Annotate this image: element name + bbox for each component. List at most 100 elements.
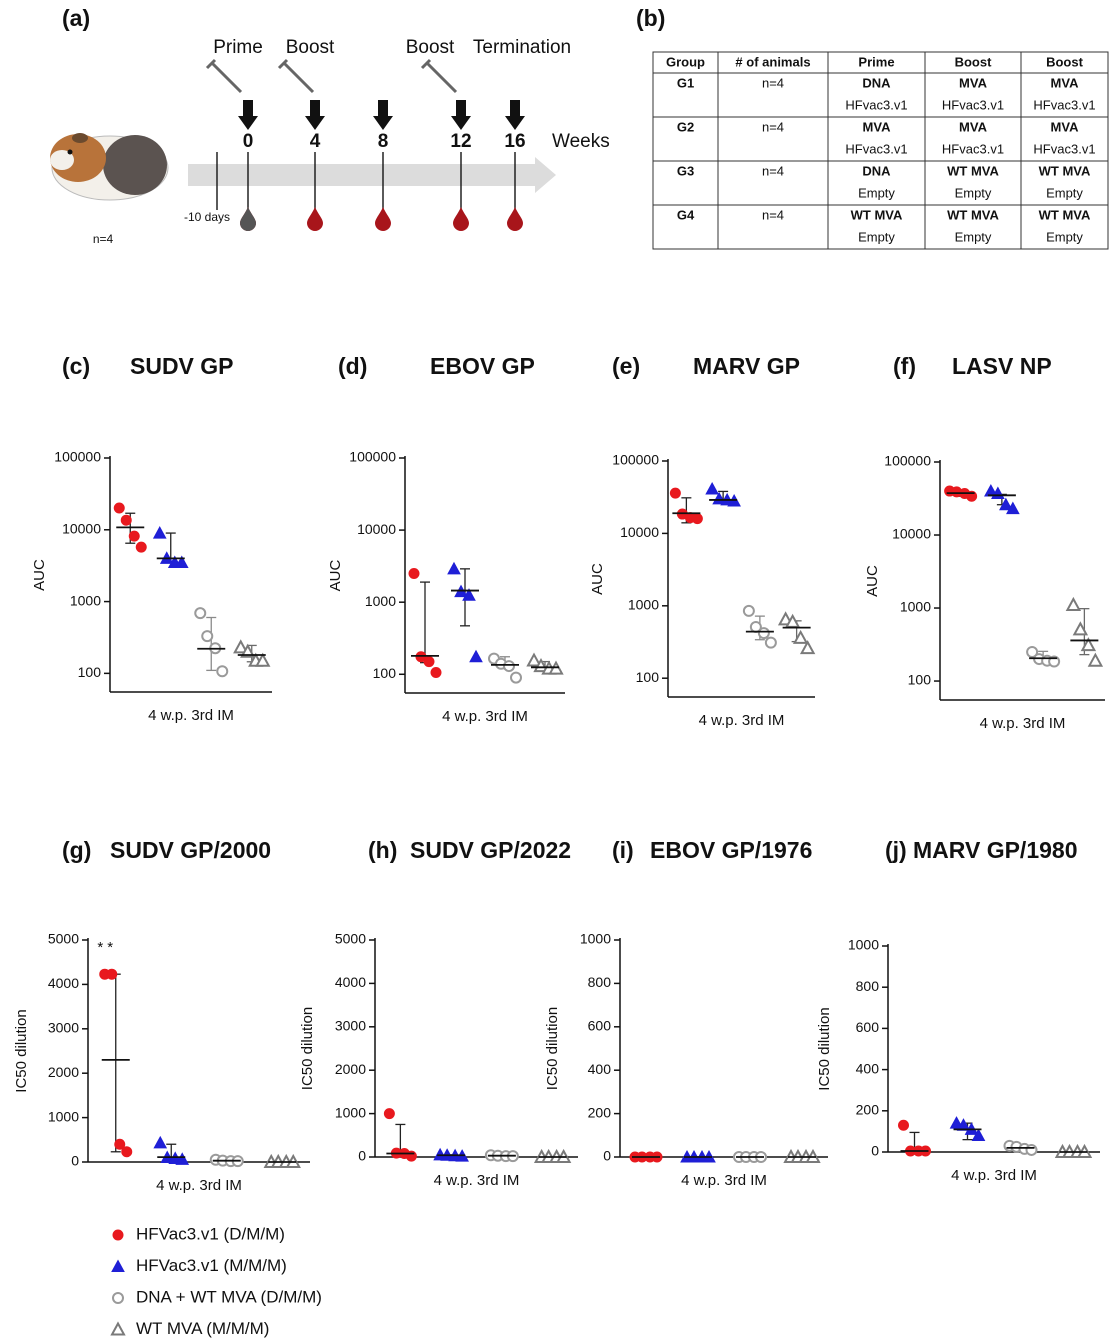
animal-count: n=4: [93, 232, 114, 246]
table-cell: Empty: [1046, 185, 1083, 200]
y-tick-label: 0: [603, 1148, 611, 1164]
y-tick-label: 600: [588, 1018, 612, 1034]
table-header: Boost: [1046, 54, 1084, 69]
data-point: [129, 531, 139, 541]
y-tick-label: 1000: [628, 597, 659, 613]
week-label: 8: [378, 131, 389, 152]
figure: (a)PrimeBoostBoostTermination0481216Week…: [0, 0, 1110, 1343]
y-tick-label: 800: [588, 974, 612, 990]
data-point: [217, 666, 227, 676]
data-point: [706, 483, 718, 494]
table-header: Group: [666, 54, 705, 69]
y-tick-label: 3000: [48, 1020, 79, 1036]
chart-title: SUDV GP: [130, 353, 234, 379]
y-tick-label: 4000: [335, 974, 366, 990]
y-tick-label: 2000: [335, 1061, 366, 1077]
y-tick-label: 100000: [612, 452, 659, 468]
x-axis-label: 4 w.p. 3rd IM: [442, 708, 528, 725]
y-axis-label: AUC: [589, 563, 606, 595]
y-axis-label: AUC: [31, 559, 48, 591]
chart-title: EBOV GP: [430, 353, 535, 379]
y-tick-label: 1000: [70, 592, 101, 608]
y-tick-label: 100: [373, 665, 397, 681]
y-axis-label: IC50 dilution: [13, 1009, 30, 1092]
blood-drop: [453, 207, 469, 231]
event-label: Termination: [473, 37, 571, 58]
legend-marker: [113, 1293, 123, 1303]
data-point: [1067, 599, 1079, 610]
y-tick-label: 0: [71, 1153, 79, 1169]
y-tick-label: 5000: [335, 931, 366, 947]
data-point: [114, 503, 124, 513]
dose-arrow: [505, 100, 525, 130]
table-group: G4: [677, 207, 695, 222]
y-tick-label: 100000: [349, 449, 396, 465]
dose-arrow: [305, 100, 325, 130]
blood-drop: [375, 207, 391, 231]
y-tick-label: 3000: [335, 1018, 366, 1034]
table-n: n=4: [762, 163, 784, 178]
y-axis-label: IC50 dilution: [544, 1007, 561, 1090]
table-cell: HFvac3.v1: [1033, 141, 1095, 156]
data-point: [424, 657, 434, 667]
y-tick-label: 5000: [48, 931, 79, 947]
y-tick-label: 100000: [54, 449, 101, 465]
data-point: [448, 563, 460, 574]
syringe: [279, 60, 313, 92]
data-point: [154, 1137, 166, 1148]
chart-title: SUDV GP/2022: [410, 837, 571, 863]
table-cell: WT MVA: [1039, 163, 1091, 178]
week-label: 0: [243, 131, 254, 152]
timeline-arrow: [188, 157, 556, 193]
x-axis-label: 4 w.p. 3rd IM: [681, 1172, 767, 1189]
legend-marker: [112, 1261, 124, 1272]
y-tick-label: 1000: [848, 937, 879, 953]
week-label: 12: [450, 131, 471, 152]
table-cell: Empty: [955, 229, 992, 244]
timeline-unit: Weeks: [552, 131, 610, 152]
table-n: n=4: [762, 207, 784, 222]
table-cell: WT MVA: [851, 207, 903, 222]
event-label: Boost: [406, 37, 455, 58]
guinea-pig: [50, 133, 168, 200]
y-tick-label: 400: [856, 1060, 880, 1076]
data-point: [122, 1147, 132, 1157]
panel-label: (b): [636, 5, 665, 31]
y-tick-label: 100000: [884, 453, 931, 469]
table-group: G3: [677, 163, 694, 178]
data-point: [692, 514, 702, 524]
legend-marker: [113, 1230, 123, 1240]
table-header: Boost: [955, 54, 993, 69]
data-point: [766, 638, 776, 648]
y-tick-label: 10000: [62, 520, 101, 536]
table-cell: Empty: [955, 185, 992, 200]
x-axis-label: 4 w.p. 3rd IM: [434, 1172, 520, 1189]
table-n: n=4: [762, 119, 784, 134]
table-cell: HFvac3.v1: [1033, 97, 1095, 112]
data-point: [136, 542, 146, 552]
data-point: [384, 1109, 394, 1119]
y-tick-label: 1000: [48, 1108, 79, 1124]
table-cell: MVA: [959, 75, 988, 90]
week-label: 16: [504, 131, 525, 152]
table-cell: HFvac3.v1: [845, 141, 907, 156]
syringe: [207, 60, 241, 92]
x-axis-label: 4 w.p. 3rd IM: [148, 707, 234, 724]
data-point: [1027, 1145, 1037, 1155]
panel-label: (j): [885, 837, 907, 863]
y-tick-label: 10000: [357, 521, 396, 537]
table-n: n=4: [762, 75, 784, 90]
week-label: 4: [310, 131, 321, 152]
panel-label: (e): [612, 353, 640, 379]
panel-label: (g): [62, 837, 91, 863]
event-label: Prime: [213, 37, 263, 58]
y-tick-label: 1000: [900, 599, 931, 615]
data-point: [202, 631, 212, 641]
y-tick-label: 0: [358, 1148, 366, 1164]
table-group: G2: [677, 119, 694, 134]
data-point: [121, 515, 131, 525]
table-cell: WT MVA: [947, 207, 999, 222]
table-group: G1: [677, 75, 694, 90]
y-tick-label: 200: [588, 1104, 612, 1120]
data-point: [195, 608, 205, 618]
